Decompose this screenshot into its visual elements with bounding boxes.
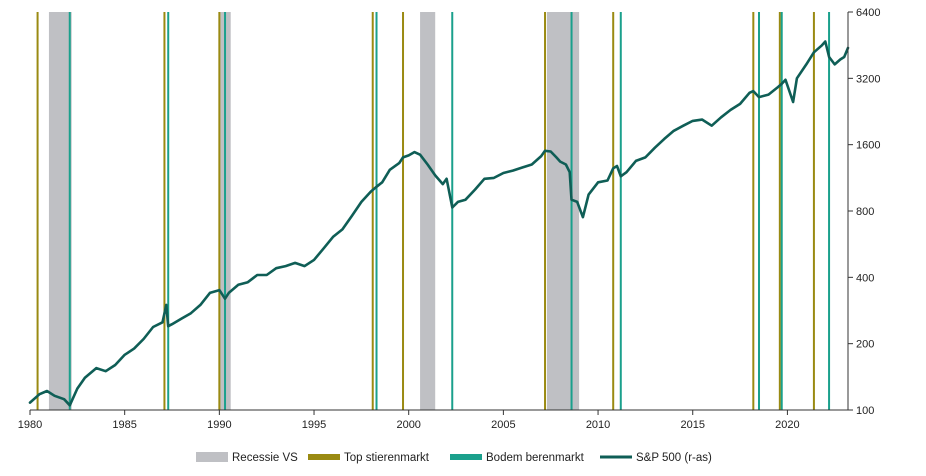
legend-item-recession: Recessie VS [196, 452, 298, 464]
recession-band [48, 12, 72, 410]
market-event-lines [36, 12, 831, 410]
recession-band [420, 12, 436, 410]
x-tick-label: 1980 [18, 419, 42, 431]
y-tick-label: 200 [856, 339, 874, 351]
legend-swatch-bear-bottom [450, 454, 482, 460]
x-tick-label: 2000 [396, 419, 420, 431]
legend-item-sp500: S&P 500 (r-as) [600, 452, 712, 464]
y-tick-label: 6400 [856, 7, 880, 19]
legend-item-bull-top: Top stierenmarkt [308, 452, 430, 464]
legend-label: Bodem berenmarkt [486, 452, 585, 464]
recession-bands [48, 12, 580, 410]
x-tick-label: 1995 [302, 419, 326, 431]
legend-swatch-bull-top [308, 454, 340, 460]
y-tick-label: 100 [856, 405, 874, 417]
legend-label: Recessie VS [232, 452, 298, 464]
y-tick-label: 3200 [856, 73, 880, 85]
axes: 1980 1985 1990 1995 2000 2005 2010 2015 2020 100 2… [18, 7, 881, 431]
x-tick-label: 1985 [112, 419, 136, 431]
legend: Recessie VS Top stierenmarkt Bodem berenma… [196, 452, 712, 464]
sp500-series-line [28, 40, 850, 407]
legend-label: S&P 500 (r-as) [636, 452, 712, 464]
x-tick-label: 2020 [775, 419, 799, 431]
legend-swatch-recession [196, 452, 228, 462]
series-layer [28, 40, 850, 407]
x-tick-label: 1990 [207, 419, 231, 431]
x-tick-label: 2005 [491, 419, 515, 431]
y-tick-label: 400 [856, 272, 874, 284]
y-tick-label: 1600 [856, 140, 880, 152]
recession-band [546, 12, 580, 410]
legend-item-bear-bottom: Bodem berenmarkt [450, 452, 585, 464]
x-tick-label: 2010 [586, 419, 610, 431]
y-tick-label: 800 [856, 206, 874, 218]
x-tick-label: 2015 [680, 419, 704, 431]
legend-label: Top stierenmarkt [344, 452, 430, 464]
